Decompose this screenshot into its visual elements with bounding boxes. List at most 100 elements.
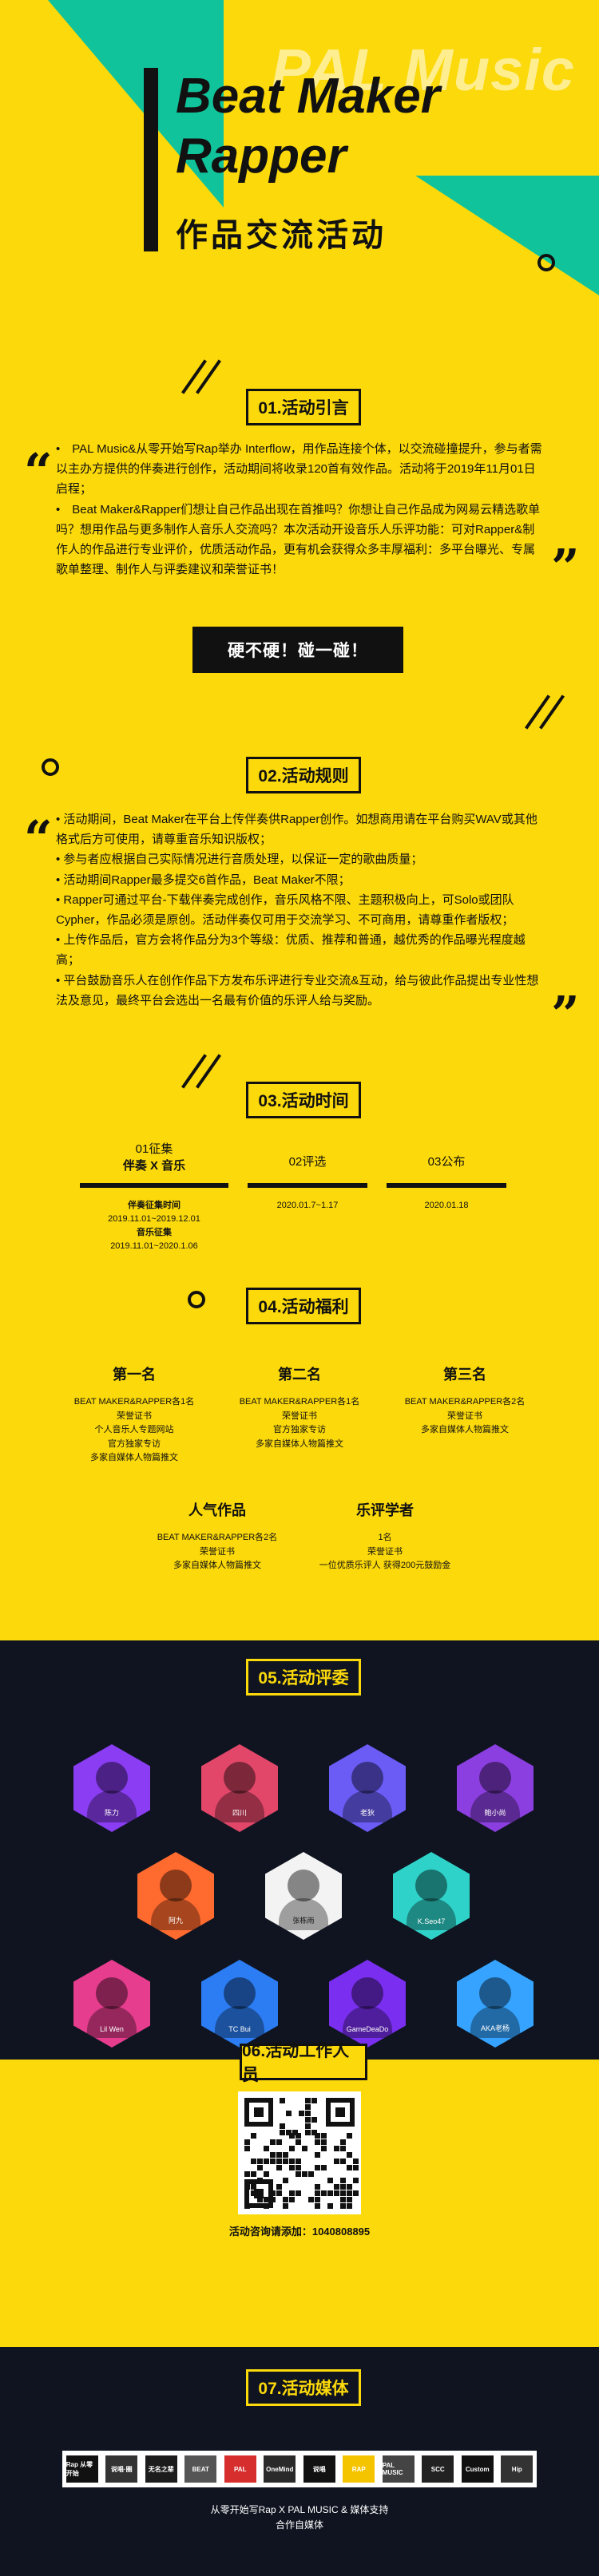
section-title-staff: 06.活动工作人员 <box>240 2042 367 2084</box>
judge-name: 鲍小尚 <box>484 1809 506 1817</box>
qr-module <box>244 2184 250 2190</box>
judge-avatar-body <box>343 1791 392 1822</box>
qr-module <box>305 2098 311 2103</box>
rules-list: • 活动期间，Beat Maker在平台上传伴奏供Rapper创作。如想商用请在… <box>56 809 545 1011</box>
qr-module <box>270 2139 276 2145</box>
judge-avatar-body <box>87 2006 137 2038</box>
qr-module <box>251 2190 256 2196</box>
qr-module <box>264 2197 269 2202</box>
qr-module <box>353 2165 359 2170</box>
media-logo: PAL MUSIC <box>382 2455 415 2483</box>
qr-module <box>283 2152 288 2158</box>
qr-module <box>340 2184 346 2190</box>
timeline-segment <box>248 1183 367 1188</box>
qr-module <box>289 2190 295 2196</box>
intro-text: • PAL Music&从零开始写Rap举办 Interflow，用作品连接个体… <box>56 439 545 580</box>
rule-item: • 活动期间Rapper最多提交6首作品，Beat Maker不限； <box>56 873 351 887</box>
qr-module <box>353 2159 359 2164</box>
section-title-text: 03.活动时间 <box>258 1092 349 1110</box>
rule-item: • 平台鼓励音乐人在创作作品下方发布乐评进行专业交流&互动，给与彼此作品提出专业… <box>56 973 539 1007</box>
qr-module <box>305 2111 311 2116</box>
judge-name: AKA老杨 <box>480 2024 510 2032</box>
qr-module <box>270 2197 276 2202</box>
judge-avatar-body <box>151 1898 200 1930</box>
timeline-step-publish: 03公布 <box>427 1155 466 1169</box>
benefit-line: 多家自媒体人物篇推文 <box>421 1425 509 1435</box>
judge-name: 张栋雨 <box>292 1917 315 1925</box>
judge-name: TC Bui <box>228 2025 251 2033</box>
judge-name: 陈力 <box>104 1809 119 1817</box>
qr-module <box>283 2197 288 2202</box>
media-logo: Rap 从零开始 <box>65 2455 98 2483</box>
qr-module <box>276 2139 282 2145</box>
media-logo: 无名之辈 <box>145 2455 177 2483</box>
qr-module <box>321 2190 327 2196</box>
media-logo: Custom <box>461 2455 494 2483</box>
open-quote-icon: “ <box>24 809 53 868</box>
qr-module <box>340 2146 346 2151</box>
collect-date: 2019.11.01~2019.12.01 <box>108 1214 200 1225</box>
section-title-text: 07.活动媒体 <box>258 2380 349 2398</box>
qr-finder <box>326 2098 355 2127</box>
music-title: 音乐征集 <box>137 1228 172 1238</box>
collect-title: 伴奏征集时间 <box>128 1201 180 1210</box>
qr-module <box>308 2197 314 2202</box>
section-title-text: 05.活动评委 <box>258 1669 349 1688</box>
section-title-rules: 02.活动规则 <box>246 757 361 793</box>
qr-module <box>347 2190 352 2196</box>
media-logo: 说唱 <box>303 2455 335 2483</box>
page-title-line2: Rapper <box>176 129 347 184</box>
qr-module <box>340 2139 346 2145</box>
judge-avatar-body <box>279 1898 328 1930</box>
benefit-line: 荣誉证书 <box>367 1546 403 1557</box>
qr-module <box>321 2133 327 2139</box>
qr-module <box>340 2203 346 2209</box>
qr-module <box>289 2159 295 2164</box>
qr-module <box>270 2190 276 2196</box>
media-logo: PAL <box>224 2455 256 2483</box>
rule-item: • 活动期间，Beat Maker在平台上传伴奏供Rapper创作。如想商用请在… <box>56 813 538 847</box>
judge-avatar <box>96 1977 128 2009</box>
section-title-text: 06.活动工作人员 <box>242 2042 350 2084</box>
qr-module <box>289 2197 295 2202</box>
qr-module <box>347 2203 352 2209</box>
intro-paragraph: • Beat Maker&Rapper们想让自己作品出现在首推吗？你想让自己作品… <box>56 502 541 577</box>
qr-module <box>305 2104 311 2110</box>
qr-module <box>340 2190 346 2196</box>
qr-module <box>315 2152 320 2158</box>
media-logo: SCC <box>422 2455 454 2483</box>
judge-avatar-body <box>343 2006 392 2038</box>
benefit-line: 多家自媒体人物篇推文 <box>256 1438 343 1449</box>
section-title-benefits: 04.活动福利 <box>246 1288 361 1324</box>
qr-code <box>238 2091 361 2214</box>
qr-module <box>289 2133 295 2139</box>
judge-avatar-body <box>215 2006 264 2038</box>
qr-module <box>315 2190 320 2196</box>
judge-avatar <box>479 1977 511 2009</box>
judge-avatar <box>288 1870 319 1901</box>
qr-module <box>289 2165 295 2170</box>
media-logo: RAP <box>343 2455 375 2483</box>
judge-avatar-body <box>470 1791 520 1822</box>
close-quote-icon: ” <box>551 985 580 1043</box>
qr-module <box>327 2178 333 2183</box>
cta-button[interactable]: 硬不硬！碰一碰！ <box>192 627 403 673</box>
qr-module <box>321 2165 327 2170</box>
qr-module <box>302 2146 307 2151</box>
benefit-line: 1名 <box>378 1533 392 1542</box>
slash-decoration <box>525 694 550 730</box>
benefit-line: 荣誉证书 <box>117 1411 152 1421</box>
qr-module <box>244 2203 250 2209</box>
media-logo: 说唱·圈 <box>105 2455 138 2483</box>
qr-module <box>244 2139 250 2145</box>
benefit-line: BEAT MAKER&RAPPER各1名 <box>239 1397 360 1407</box>
judge-avatar-body <box>87 1791 137 1822</box>
benefit-popular-list: BEAT MAKER&RAPPER各2名 荣誉证书 多家自媒体人物篇推文 <box>137 1531 297 1573</box>
qr-module <box>334 2159 339 2164</box>
benefit-line: BEAT MAKER&RAPPER各2名 <box>404 1397 526 1407</box>
timeline-step-sub: 伴奏 X 音乐 <box>122 1159 186 1173</box>
qr-module <box>347 2133 352 2139</box>
benefit-popular-title: 人气作品 <box>188 1502 246 1518</box>
benefit-critic-list: 1名 荣誉证书 一位优质乐评人 获得200元鼓励金 <box>305 1531 465 1573</box>
qr-module <box>315 2184 320 2190</box>
